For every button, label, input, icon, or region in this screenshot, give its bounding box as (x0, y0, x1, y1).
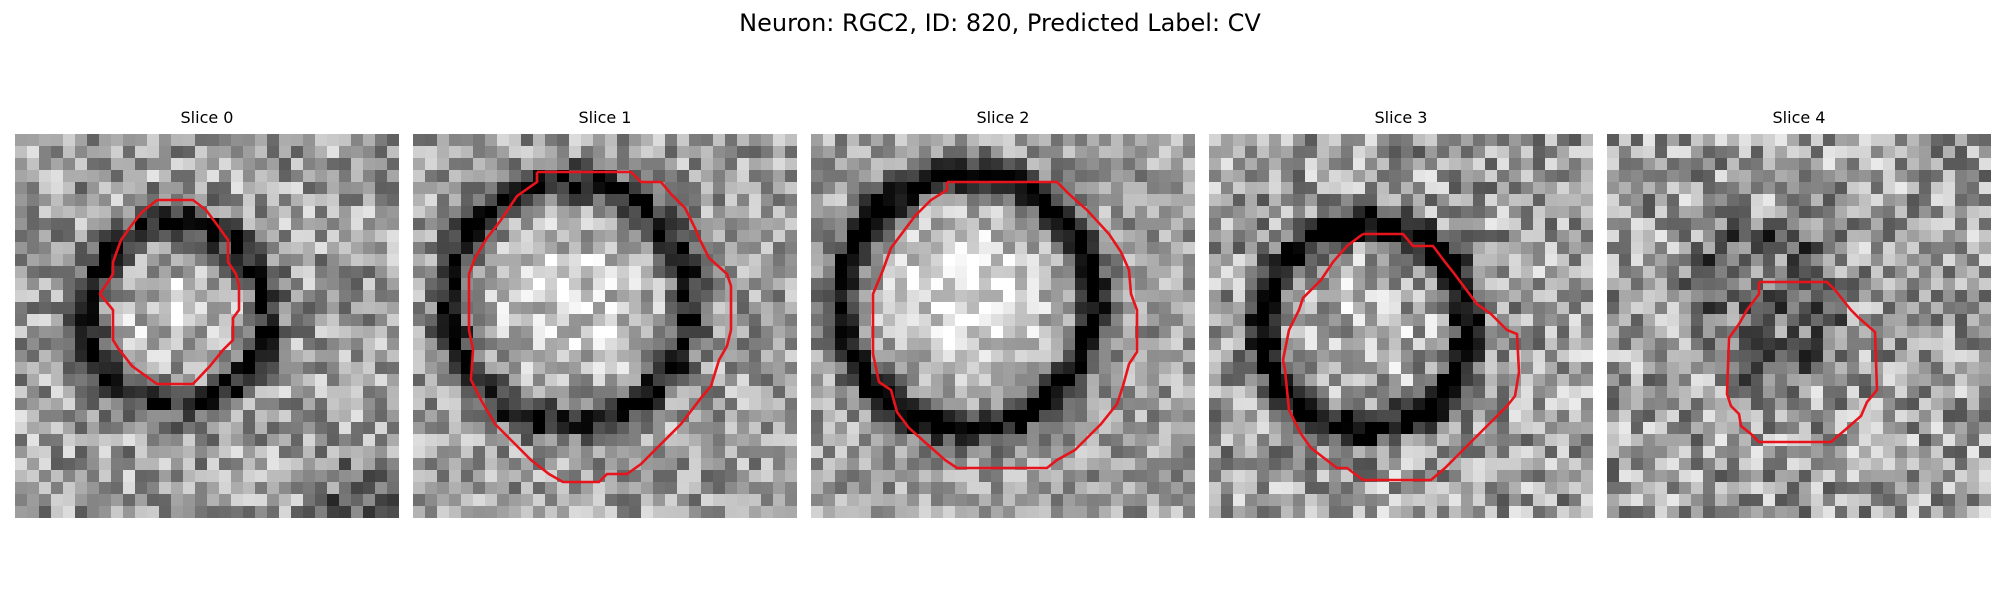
slice-title-4: Slice 4 (1772, 108, 1826, 127)
slice-image-3 (1209, 134, 1593, 518)
slice-pixels-2 (811, 134, 1195, 518)
slice-contour-2 (871, 180, 1139, 470)
cell-contour-outline (98, 198, 241, 386)
cell-contour-outline (467, 170, 733, 484)
cell-contour-outline (1725, 280, 1879, 444)
slice-contour-0 (98, 198, 241, 386)
slice-pixels-4 (1607, 134, 1991, 518)
slice-title-3: Slice 3 (1374, 108, 1428, 127)
slice-title-1: Slice 1 (578, 108, 632, 127)
slice-pixels-1 (413, 134, 797, 518)
slice-image-4 (1607, 134, 1991, 518)
slice-panel-3: Slice 3 (1209, 108, 1593, 518)
slice-contour-4 (1725, 280, 1879, 444)
slice-title-0: Slice 0 (180, 108, 234, 127)
cell-contour-outline (1281, 232, 1521, 482)
slice-image-2 (811, 134, 1195, 518)
slice-title-2: Slice 2 (976, 108, 1030, 127)
slice-panel-4: Slice 4 (1607, 108, 1991, 518)
slice-panel-2: Slice 2 (811, 108, 1195, 518)
slice-panel-0: Slice 0 (15, 108, 399, 518)
slice-contour-3 (1281, 232, 1521, 482)
cell-contour-outline (871, 180, 1139, 470)
slice-pixels-3 (1209, 134, 1593, 518)
slice-image-1 (413, 134, 797, 518)
slice-pixels-0 (15, 134, 399, 518)
slice-image-0 (15, 134, 399, 518)
slice-contour-1 (467, 170, 733, 484)
figure-title: Neuron: RGC2, ID: 820, Predicted Label: … (739, 9, 1261, 37)
slice-panel-1: Slice 1 (413, 108, 797, 518)
